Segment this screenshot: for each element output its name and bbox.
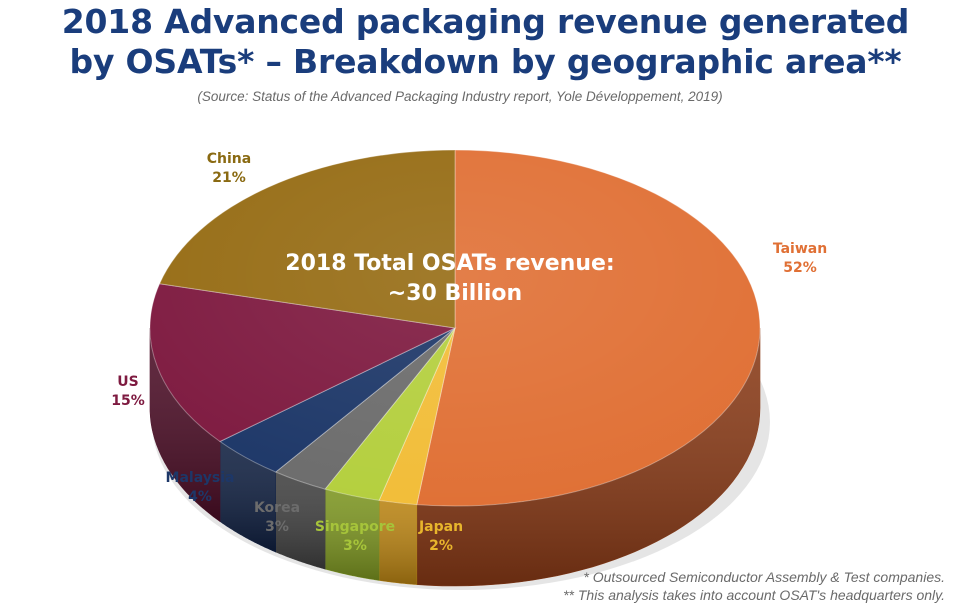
slice-label-china: China 21% <box>207 151 251 186</box>
slice-side-shade-japan <box>379 500 417 585</box>
slice-side-shade-korea <box>275 472 326 570</box>
slice-side-shade-malaysia <box>220 441 276 552</box>
slice-label-japan: Japan 2% <box>418 519 463 554</box>
footnotes: * Outsourced Semiconductor Assembly & Te… <box>563 568 945 604</box>
slice-name-taiwan: Taiwan <box>773 241 827 257</box>
slice-value-singapore: 3% <box>343 538 367 554</box>
slice-value-korea: 3% <box>265 519 289 535</box>
slice-name-china: China <box>207 151 251 167</box>
slice-value-china: 21% <box>212 170 246 186</box>
slice-value-taiwan: 52% <box>783 260 817 276</box>
slice-side-shade-singapore <box>325 489 380 581</box>
chart-title: 2018 Advanced packaging revenue generate… <box>8 2 963 82</box>
slice-name-us: US <box>117 374 138 390</box>
chart-title-line-1: 2018 Advanced packaging revenue generate… <box>61 2 910 41</box>
pie-top-gloss <box>150 150 760 506</box>
slice-name-korea: Korea <box>254 500 300 516</box>
slice-value-malaysia: 4% <box>188 489 212 505</box>
slice-label-malaysia: Malaysia 4% <box>166 470 235 505</box>
slice-side-shade-us <box>150 328 220 522</box>
center-label-line-2: ~30 Billion <box>388 281 522 306</box>
slice-label-korea: Korea 3% <box>254 500 300 535</box>
slice-side-shade-taiwan <box>416 328 760 586</box>
slice-label-singapore: Singapore 3% <box>315 519 395 554</box>
chart-title-line-2: by OSATs* – Breakdown by geographic area… <box>69 42 902 81</box>
source-citation: (Source: Status of the Advanced Packagin… <box>197 89 723 104</box>
center-label-line-1: 2018 Total OSATs revenue: <box>285 251 614 276</box>
footnote-1: * Outsourced Semiconductor Assembly & Te… <box>583 569 945 585</box>
slice-value-us: 15% <box>111 393 145 409</box>
slice-name-singapore: Singapore <box>315 519 395 535</box>
slice-value-japan: 2% <box>429 538 453 554</box>
footnote-2: ** This analysis takes into account OSAT… <box>563 587 945 603</box>
slice-label-taiwan: Taiwan 52% <box>773 241 827 276</box>
slice-label-us: US 15% <box>111 374 145 409</box>
slice-name-malaysia: Malaysia <box>166 470 235 486</box>
slice-name-japan: Japan <box>418 519 463 535</box>
